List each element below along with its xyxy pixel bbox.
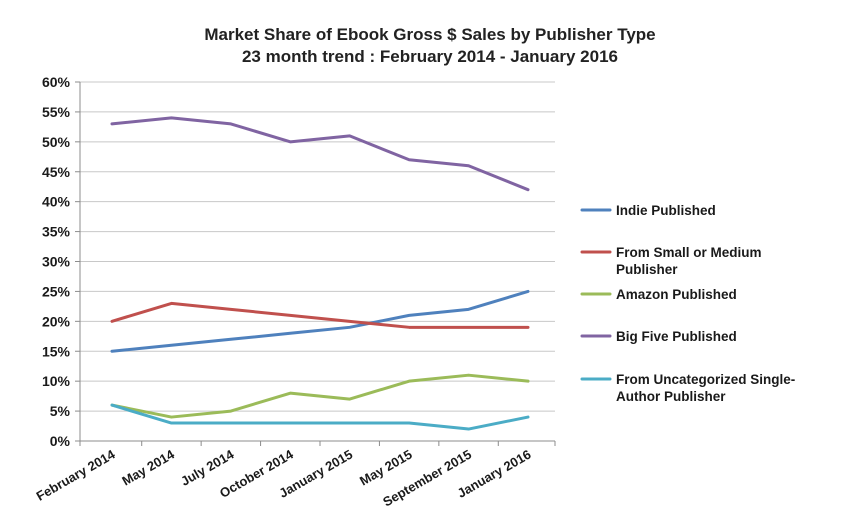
chart-title: Market Share of Ebook Gross $ Sales by P… [204,25,655,44]
y-tick-label: 25% [42,283,71,299]
series-line-5 [110,403,530,431]
y-tick-label: 55% [42,104,71,120]
series-line-3 [110,373,530,419]
y-tick-label: 15% [42,343,71,359]
y-tick-label: 20% [42,313,71,329]
y-tick-label: 60% [42,74,71,90]
y-tick-label: 10% [42,373,71,389]
legend-label: Author Publisher [616,389,726,404]
y-tick-label: 40% [42,194,71,210]
x-tick-label: February 2014 [34,446,119,503]
legend-label: Publisher [616,262,678,277]
y-tick-label: 45% [42,164,71,180]
series-lines [110,116,530,431]
legend-label: From Uncategorized Single- [616,372,795,387]
y-tick-label: 30% [42,254,71,270]
y-tick-label: 35% [42,224,71,240]
series-line-2 [110,301,530,329]
y-tick-label: 50% [42,134,71,150]
legend: Indie Published From Small or Medium Publi… [580,203,795,404]
legend-label: From Small or Medium [616,245,762,260]
series-line-1 [110,289,530,353]
legend-label: Big Five Published [616,329,737,344]
y-tick-label: 0% [50,433,71,449]
gridlines [80,81,555,412]
x-tick-label: May 2014 [119,446,177,488]
y-tick-label: 5% [50,403,71,419]
chart-subtitle: 23 month trend : February 2014 - January… [242,47,618,66]
series-line-4 [110,116,530,192]
legend-label: Amazon Published [616,287,737,302]
legend-label: Indie Published [616,203,716,218]
